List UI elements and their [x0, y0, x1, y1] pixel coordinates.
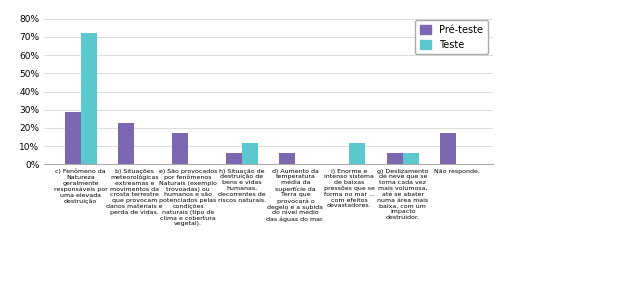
Legend: Pré-teste, Teste: Pré-teste, Teste [415, 20, 488, 54]
Bar [242, 144, 258, 164]
Bar [64, 112, 81, 164]
Bar [279, 152, 295, 164]
Bar [226, 152, 242, 164]
Bar [403, 152, 419, 164]
Bar [172, 132, 188, 164]
Bar [387, 152, 403, 164]
Bar [81, 33, 97, 164]
Bar [349, 144, 365, 164]
Bar [441, 132, 456, 164]
Bar [118, 123, 135, 164]
